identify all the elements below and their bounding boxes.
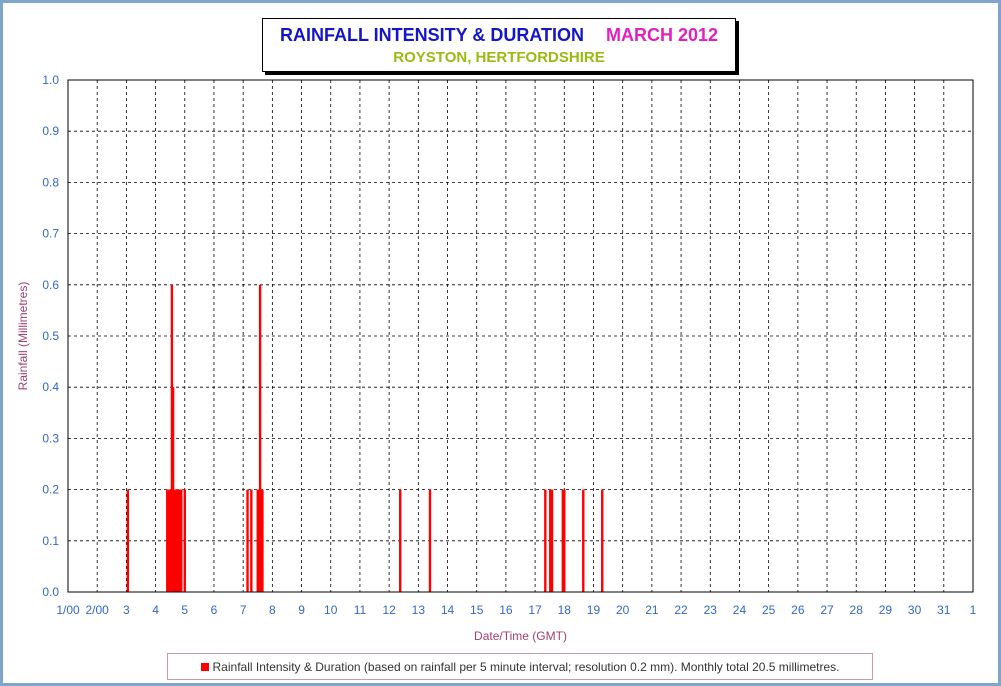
y-tick-label: 1.0: [42, 73, 59, 87]
rainfall-bar: [246, 489, 249, 592]
grid-lines: [68, 80, 973, 592]
chart-subtitle: ROYSTON, HERTFORDSHIRE: [393, 49, 605, 66]
x-tick-label: 1/00: [56, 603, 80, 617]
x-tick-label: 21: [645, 603, 659, 617]
chart-title-box: RAINFALL INTENSITY & DURATION MARCH 2012 …: [262, 18, 736, 72]
x-tick-label: 18: [558, 603, 572, 617]
chart-title: RAINFALL INTENSITY & DURATION: [279, 25, 584, 45]
x-tick-label: 6: [211, 603, 218, 617]
rainfall-bar: [428, 489, 432, 592]
chart-legend: Rainfall Intensity & Duration (based on …: [167, 653, 873, 680]
x-tick-label: 12: [382, 603, 396, 617]
x-tick-label: 11: [354, 603, 367, 617]
x-tick-label: 9: [298, 603, 305, 617]
y-tick-label: 0.6: [42, 278, 59, 292]
x-tick-label: 19: [587, 603, 601, 617]
x-tick-labels: 1/00 2/00 3 4 5 6 7 8 9 10 11 12 13 14 15 16 17 18 19 20 21 2…: [56, 603, 976, 617]
y-tick-label: 0.1: [42, 534, 59, 548]
rainfall-bars: [126, 284, 604, 592]
x-tick-label: 25: [762, 603, 776, 617]
legend-swatch: [200, 662, 209, 671]
x-tick-label: 14: [441, 603, 455, 617]
rainfall-bar: [261, 489, 264, 592]
x-tick-label: 1: [970, 603, 977, 617]
rainfall-bar: [256, 489, 259, 592]
x-tick-label: 17: [528, 603, 542, 617]
y-axis-label: Rainfall (Millimetres): [16, 282, 30, 391]
x-tick-label: 23: [704, 603, 718, 617]
legend-text: Rainfall Intensity & Duration (based on …: [212, 659, 840, 674]
rainfall-bar: [126, 489, 130, 592]
x-tick-label: 15: [470, 603, 484, 617]
x-tick-label: 3: [123, 603, 130, 617]
x-tick-label: 5: [181, 603, 188, 617]
rainfall-bar: [563, 489, 566, 592]
x-tick-label: 31: [937, 603, 951, 617]
x-tick-label: 22: [674, 603, 688, 617]
rainfall-bar: [258, 284, 262, 592]
y-tick-labels: 0.0 0.1 0.2 0.3 0.4 0.5 0.6 0.7 0.8 0.9 1.0: [42, 73, 59, 599]
y-tick-label: 0.3: [42, 431, 59, 445]
y-tick-label: 0.8: [42, 175, 59, 189]
y-tick-label: 0.2: [42, 483, 59, 497]
rainfall-bar: [250, 489, 253, 592]
x-tick-label: 30: [908, 603, 922, 617]
x-tick-label: 27: [820, 603, 834, 617]
x-tick-label: 28: [850, 603, 864, 617]
x-tick-label: 24: [733, 603, 747, 617]
plot-area-border: [67, 79, 974, 593]
y-tick-label: 0.7: [42, 227, 59, 241]
y-tick-label: 0.0: [42, 585, 59, 599]
y-tick-label: 0.4: [42, 380, 59, 394]
x-tick-label: 13: [412, 603, 426, 617]
x-tick-label: 7: [240, 603, 247, 617]
x-tick-label: 29: [879, 603, 893, 617]
rainfall-bar: [550, 489, 554, 592]
rainfall-bar: [180, 489, 183, 592]
x-axis-label: Date/Time (GMT): [474, 629, 567, 643]
x-tick-label: 16: [499, 603, 513, 617]
rainfall-bar: [601, 489, 604, 592]
rainfall-bar: [549, 489, 552, 592]
x-tick-label: 20: [616, 603, 630, 617]
x-tick-label: 26: [791, 603, 805, 617]
rainfall-bar: [183, 489, 186, 592]
x-tick-label: 4: [152, 603, 159, 617]
y-tick-label: 0.9: [42, 124, 59, 138]
rainfall-bar: [561, 489, 565, 592]
rainfall-bar: [544, 489, 547, 592]
rainfall-bar: [582, 489, 585, 592]
x-tick-label: 8: [269, 603, 276, 617]
x-tick-label: 2/00: [86, 603, 110, 617]
y-tick-label: 0.5: [42, 329, 59, 343]
x-tick-label: 10: [324, 603, 338, 617]
rainfall-bar: [399, 489, 402, 592]
chart-month: MARCH 2012: [605, 25, 719, 45]
